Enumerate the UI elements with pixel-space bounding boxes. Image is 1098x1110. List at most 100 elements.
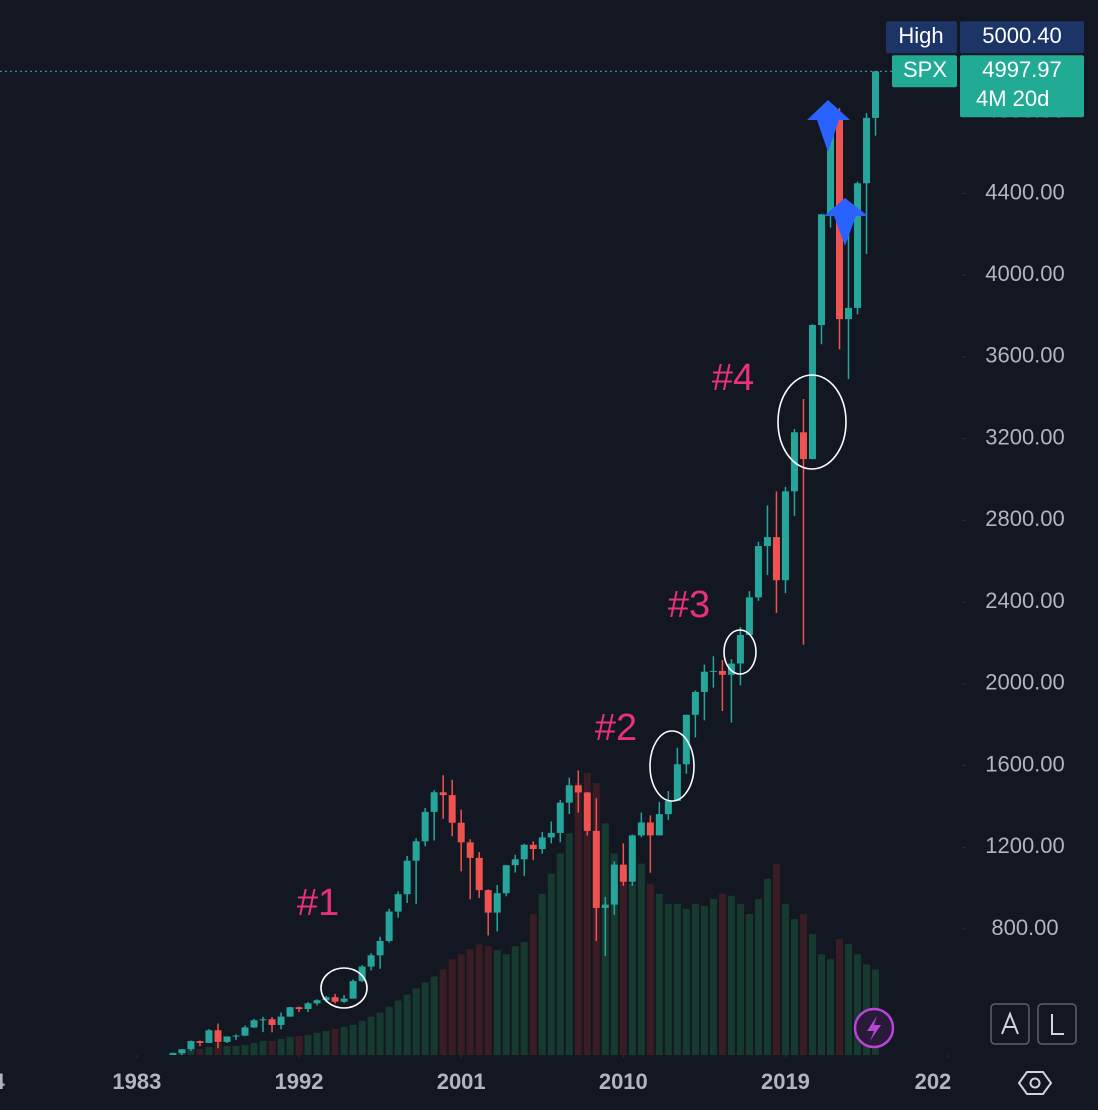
candle-body <box>655 814 663 836</box>
volume-bar <box>196 1048 204 1055</box>
volume-bar <box>673 903 681 1055</box>
candle-body <box>295 1007 303 1010</box>
volume-bar <box>223 1045 231 1055</box>
candle-body <box>808 325 816 460</box>
log-box[interactable] <box>1037 1003 1077 1045</box>
annotation: #3 <box>668 584 710 626</box>
circle-3 <box>723 629 757 675</box>
candle-body <box>340 998 348 1002</box>
x-tick-label: 1983 <box>112 1069 161 1094</box>
candle-body <box>385 911 393 942</box>
volume-bar <box>547 873 555 1055</box>
candle-body <box>286 1007 294 1017</box>
volume-bar <box>655 893 663 1055</box>
candle-body <box>817 214 825 326</box>
candle-body <box>412 841 420 861</box>
last-badge-value-bg <box>960 55 1084 118</box>
settings-dot[interactable] <box>1029 1077 1041 1089</box>
candle-body <box>394 894 402 912</box>
volume-bar <box>295 1035 303 1055</box>
settings-button[interactable] <box>1017 1071 1053 1095</box>
volume-bar <box>214 1042 222 1055</box>
volume-bar <box>817 954 825 1055</box>
last-badge-countdown: 4M 20d <box>976 86 1049 111</box>
volume-bar <box>367 1016 375 1055</box>
volume-bar <box>691 903 699 1055</box>
y-tick-label: 4400.00 <box>985 179 1065 204</box>
volume-bar <box>439 969 447 1055</box>
candle-body <box>854 183 862 308</box>
y-tick-label: 3200.00 <box>985 424 1065 449</box>
volume-bar <box>790 919 798 1055</box>
x-tick-label: 2001 <box>437 1069 486 1094</box>
volume-bar <box>358 1020 366 1055</box>
volume-bar <box>799 914 807 1055</box>
volume-bar <box>502 954 510 1055</box>
volume-bar <box>205 1046 213 1055</box>
volume-bar <box>583 773 591 1055</box>
settings-hex[interactable] <box>1017 1071 1053 1095</box>
candle-body <box>754 546 762 598</box>
y-tick-label: 800.00 <box>991 915 1058 940</box>
auto-box[interactable] <box>990 1003 1030 1045</box>
volume-bar <box>619 873 627 1055</box>
candle-body <box>430 792 438 812</box>
log-icon[interactable] <box>1051 1014 1064 1035</box>
candle-body <box>475 857 483 891</box>
auto-icon[interactable] <box>1001 1011 1019 1035</box>
candle-body <box>367 955 375 967</box>
volume-bar <box>835 939 843 1055</box>
candle-body <box>331 997 339 1002</box>
volume-bar <box>511 946 519 1055</box>
volume-bar <box>556 853 564 1055</box>
volume-bar <box>637 863 645 1055</box>
volume-bar <box>484 946 492 1055</box>
candle-body <box>718 670 726 675</box>
volume-layer <box>169 773 880 1055</box>
candle-body <box>457 822 465 843</box>
candle-body <box>493 893 501 913</box>
volume-bar <box>421 982 429 1055</box>
candle-body <box>763 537 771 547</box>
circle-1 <box>320 967 368 1009</box>
candle-body <box>484 890 492 913</box>
candle-body <box>619 864 627 882</box>
arrow-marker <box>824 198 868 246</box>
volume-bar <box>259 1040 267 1055</box>
volume-bar <box>466 949 474 1055</box>
volume-bar <box>529 914 537 1055</box>
candle-body <box>646 822 654 836</box>
candle-body <box>241 1027 249 1036</box>
candle-body <box>466 842 474 858</box>
candle-body <box>502 865 510 894</box>
candle-body <box>610 864 618 905</box>
volume-bar <box>845 944 853 1055</box>
volume-bar <box>376 1012 384 1055</box>
volume-bar <box>736 903 744 1055</box>
candle-body <box>358 966 366 982</box>
lightning-icon[interactable] <box>867 1016 881 1041</box>
candle-body <box>403 860 411 895</box>
volume-bar <box>772 863 780 1055</box>
x-tick-label: 2019 <box>761 1069 810 1094</box>
volume-bar <box>709 898 717 1055</box>
annotation: #4 <box>712 357 754 399</box>
high-badge-name: High <box>898 23 943 48</box>
lightning-button[interactable] <box>853 1007 895 1049</box>
candle-body <box>277 1016 285 1025</box>
candle-body <box>304 1003 312 1010</box>
auto-button[interactable] <box>990 1003 1030 1045</box>
y-tick-label: 1600.00 <box>985 751 1065 776</box>
volume-bar <box>313 1032 321 1055</box>
candle-body <box>556 802 564 833</box>
log-button[interactable] <box>1037 1003 1077 1045</box>
volume-bar <box>394 1000 402 1055</box>
volume-bar <box>700 905 708 1055</box>
x-tick-label: 202 <box>915 1069 952 1094</box>
volume-bar <box>538 893 546 1055</box>
high-badge-name-bg <box>886 21 957 54</box>
last-badge-name-bg <box>892 55 957 88</box>
candle-body <box>439 792 447 796</box>
last-badge-name: SPX <box>903 57 947 82</box>
